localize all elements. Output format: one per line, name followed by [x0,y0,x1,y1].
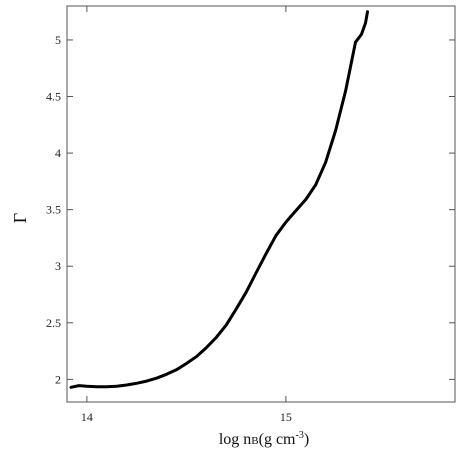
y-tick-label-6: 5 [55,33,61,47]
x-axis-label-unit-close: ) [304,431,309,448]
y-tick-label-1: 2.5 [46,316,61,330]
y-axis-label: Γ [10,213,30,223]
y-tick-label-5: 4.5 [46,90,61,104]
y-axis-ticks: 2 2.5 3 3.5 4 4.5 5 [46,33,455,386]
x-axis-label-unit-open: (g cm [259,431,296,448]
series-line [69,10,369,389]
plot-frame [66,5,456,403]
x-axis-label-unit-sup: -3 [296,430,304,441]
x-axis-label-main: log n [219,431,251,448]
x-axis-ticks: 141516 [81,6,292,424]
x-axis-label: log nB(g cm-3) [219,430,309,448]
y-tick-label-2: 3 [55,259,61,273]
x-axis-label-sub: B [251,435,258,447]
x-tick-label-1: 15 [280,410,292,424]
y-tick-label-3: 3.5 [46,203,61,217]
y-tick-label-4: 4 [55,146,61,160]
x-tick-label-0: 14 [81,410,93,424]
y-tick-label-0: 2 [55,372,61,386]
